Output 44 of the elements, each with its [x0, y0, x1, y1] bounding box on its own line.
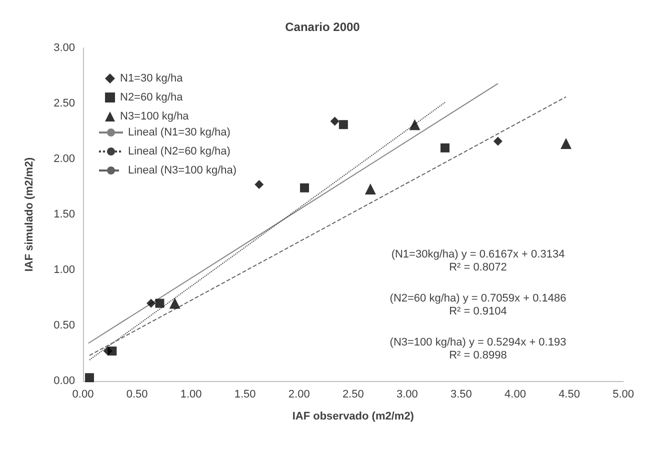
point — [338, 120, 348, 130]
x-tick-label: 3.50 — [450, 388, 472, 400]
point — [169, 298, 180, 309]
point — [560, 138, 572, 149]
legend-label: N2=60 kg/ha — [120, 92, 184, 104]
x-tick-label: 4.50 — [558, 388, 580, 400]
point — [155, 298, 164, 308]
x-tick-label: 1.00 — [180, 388, 202, 400]
point — [364, 183, 376, 194]
point — [103, 346, 112, 356]
y-tick-label: 2.50 — [54, 98, 75, 110]
y-tick-label: 2.00 — [54, 153, 75, 165]
y-tick-label: 3.00 — [54, 42, 75, 54]
y-tick-label: 0.50 — [54, 320, 75, 332]
legend-label: Lineal (N1=30 kg/ha) — [128, 126, 230, 138]
legend-label: N3=100 kg/ha — [120, 110, 190, 122]
point — [254, 180, 264, 190]
y-tick-label: 1.50 — [54, 208, 75, 220]
x-tick-label: 2.50 — [342, 388, 364, 400]
y-axis-title: IAF simulado (m2/m2) — [24, 157, 36, 272]
point — [300, 183, 310, 192]
point — [409, 119, 420, 130]
x-tick-label: 3.00 — [396, 388, 418, 400]
legend-label: Lineal (N2=60 kg/ha) — [128, 146, 230, 158]
x-axis-title: IAF observado (m2/m2) — [292, 410, 414, 422]
x-tick-label: 0.50 — [126, 388, 148, 400]
point — [440, 143, 450, 152]
x-tick-label: 4.00 — [504, 388, 526, 400]
y-tick-label: 1.00 — [54, 264, 75, 276]
legend-label: N1=30 kg/ha — [120, 72, 184, 84]
chart-title: Canario 2000 — [285, 20, 360, 34]
x-tick-label: 1.50 — [234, 388, 256, 400]
x-tick-label: 0.00 — [72, 388, 94, 400]
annotation: (N3=100 kg/ha) y = 0.5294x + 0.193 R² = 0.8998 — [390, 336, 566, 362]
point — [84, 373, 94, 382]
y-tick-label: 0.00 — [54, 375, 75, 387]
point — [146, 298, 156, 308]
point — [493, 136, 502, 146]
x-tick-label: 5.00 — [612, 388, 634, 400]
annotation: (N2=60 kg/ha) y = 0.7059x + 0.1486 R² = 0.9104 — [390, 292, 566, 318]
point — [330, 116, 340, 126]
annotation: (N1=30kg/ha) y = 0.6167x + 0.3134 R² = 0.8072 — [391, 248, 565, 274]
legend-label: Lineal (N3=100 kg/ha) — [128, 164, 237, 176]
x-tick-label: 2.00 — [288, 388, 310, 400]
